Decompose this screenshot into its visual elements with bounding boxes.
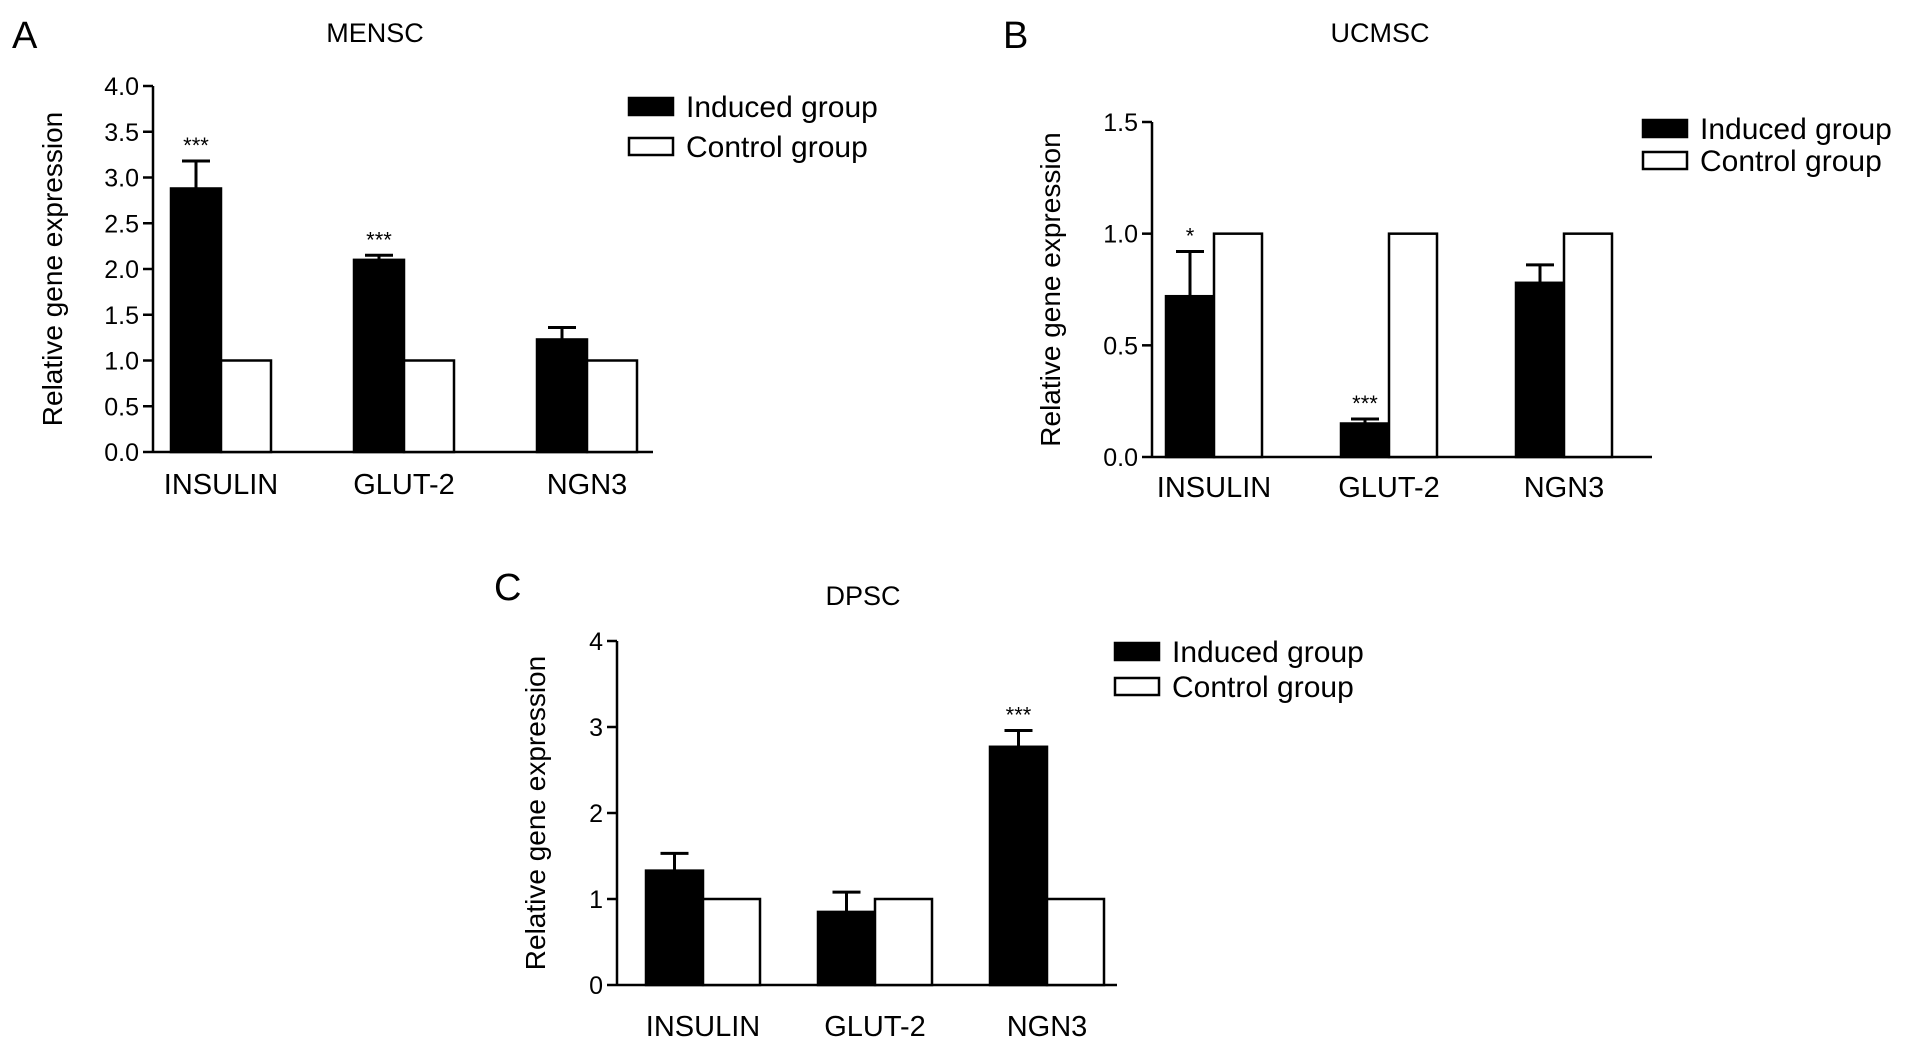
y-tick-label: 3.5 bbox=[104, 119, 139, 147]
y-tick-label: 3 bbox=[589, 714, 603, 742]
bar-control-glut-2 bbox=[402, 359, 456, 454]
y-tick-label: 1.5 bbox=[1103, 109, 1138, 137]
legend: Induced group Control group bbox=[627, 91, 878, 164]
y-tick-label: 1.5 bbox=[104, 302, 139, 330]
bar-control-insulin bbox=[1212, 232, 1264, 459]
legend-swatch bbox=[1113, 641, 1161, 662]
bar-induced-insulin bbox=[169, 187, 223, 454]
y-tick-label: 3.0 bbox=[104, 165, 139, 193]
bar-control-glut-2 bbox=[1387, 232, 1439, 459]
y-tick-label: 0.5 bbox=[1103, 332, 1138, 360]
x-tick-label: INSULIN bbox=[1157, 472, 1271, 504]
bar-control-ngn3 bbox=[1045, 897, 1106, 987]
y-tick-label: 1 bbox=[589, 886, 603, 914]
panel-c: C DPSC Relative gene expression 0 1 2 3 4 INSULI… bbox=[494, 567, 1364, 1043]
y-tick-label: 2.0 bbox=[104, 256, 139, 284]
bar-control-ngn3 bbox=[585, 359, 639, 454]
significance-label: *** bbox=[183, 133, 209, 158]
x-tick-label: NGN3 bbox=[1524, 472, 1605, 504]
y-tick-label: 4.0 bbox=[104, 73, 139, 101]
panel-letter: A bbox=[12, 15, 38, 57]
x-tick-label: INSULIN bbox=[646, 1011, 760, 1043]
y-tick-label: 0 bbox=[589, 972, 603, 1000]
y-tick-label: 0.5 bbox=[104, 393, 139, 421]
legend-label: Induced group bbox=[686, 91, 878, 124]
y-tick-label: 0.0 bbox=[104, 439, 139, 467]
x-tick-label: GLUT-2 bbox=[824, 1011, 926, 1043]
bar-control-insulin bbox=[701, 897, 762, 987]
legend-swatch bbox=[627, 136, 675, 157]
significance-label: *** bbox=[1352, 391, 1378, 416]
bar-induced-glut-2 bbox=[816, 910, 877, 987]
significance-label: *** bbox=[1006, 702, 1032, 727]
y-tick-label: 1.0 bbox=[104, 348, 139, 376]
panel-letter: B bbox=[1003, 15, 1028, 57]
y-tick-label: 2 bbox=[589, 800, 603, 828]
bar-induced-glut-2 bbox=[352, 258, 406, 454]
bar-control-ngn3 bbox=[1562, 232, 1614, 459]
bar-induced-ngn3 bbox=[988, 745, 1049, 987]
x-tick-label: GLUT-2 bbox=[1338, 472, 1440, 504]
bar-induced-ngn3 bbox=[535, 338, 589, 454]
y-tick-label: 2.5 bbox=[104, 210, 139, 238]
legend-swatch bbox=[1641, 150, 1689, 171]
bar-induced-ngn3 bbox=[1514, 281, 1566, 459]
bar-induced-insulin bbox=[644, 869, 705, 987]
bar-induced-insulin bbox=[1164, 294, 1216, 459]
y-tick-label: 4 bbox=[589, 628, 603, 656]
y-axis-label: Relative gene expression bbox=[520, 656, 551, 970]
chart-title: MENSC bbox=[326, 18, 424, 48]
bar-induced-glut-2 bbox=[1339, 422, 1391, 459]
panel-a: A MENSC Relative gene expression 0.0 0.5 1.0 1… bbox=[12, 15, 878, 501]
chart-title: UCMSC bbox=[1331, 18, 1430, 48]
legend-swatch bbox=[1113, 676, 1161, 697]
x-tick-label: INSULIN bbox=[164, 469, 278, 501]
legend-label: Control group bbox=[686, 131, 868, 164]
legend-swatch bbox=[1641, 118, 1689, 139]
chart-title: DPSC bbox=[825, 581, 900, 611]
panel-b: B UCMSC Relative gene expression 0.0 0.5 1.0 1… bbox=[1003, 15, 1892, 504]
legend-label: Induced group bbox=[1172, 636, 1364, 669]
significance-label: *** bbox=[366, 227, 392, 252]
bar-control-insulin bbox=[219, 359, 273, 454]
x-tick-label: GLUT-2 bbox=[353, 469, 455, 501]
y-tick-label: 1.0 bbox=[1103, 221, 1138, 249]
y-tick-label: 0.0 bbox=[1103, 444, 1138, 472]
y-axis-label: Relative gene expression bbox=[37, 112, 68, 426]
legend-label: Control group bbox=[1700, 145, 1882, 178]
x-tick-label: NGN3 bbox=[547, 469, 628, 501]
x-tick-label: NGN3 bbox=[1007, 1011, 1088, 1043]
bar-control-glut-2 bbox=[873, 897, 934, 987]
legend-label: Control group bbox=[1172, 671, 1354, 704]
legend-label: Induced group bbox=[1700, 113, 1892, 146]
legend-swatch bbox=[627, 96, 675, 117]
significance-label: * bbox=[1186, 224, 1195, 249]
y-axis-label: Relative gene expression bbox=[1035, 132, 1066, 446]
panel-letter: C bbox=[494, 567, 521, 609]
